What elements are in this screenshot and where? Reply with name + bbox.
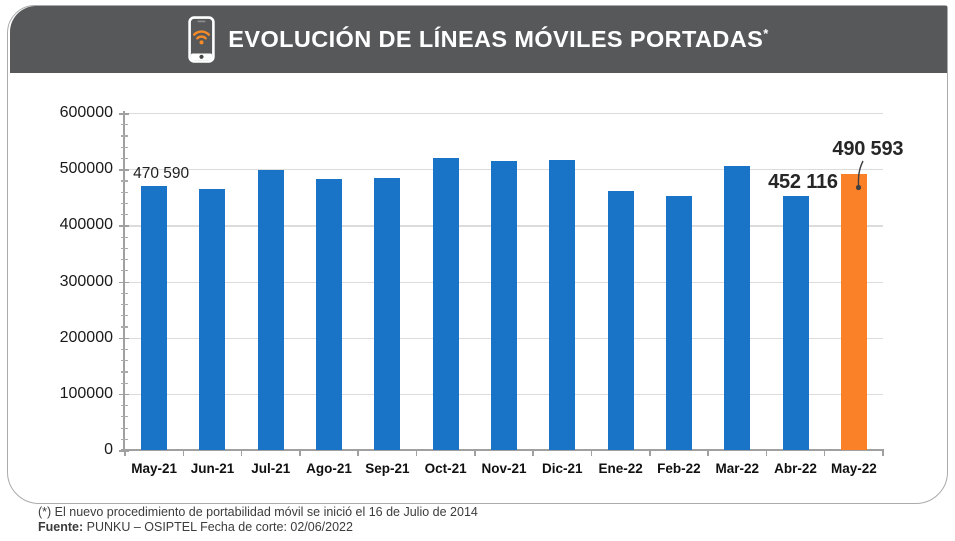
x-tick-1 [182,450,185,456]
y-major-tick-400000 [119,225,129,227]
x-axis-label-Feb-22: Feb-22 [657,461,701,476]
y-axis-label-100000: 100000 [59,384,113,402]
bar-Ago-21 [316,178,343,450]
bar-Oct-21 [432,157,459,450]
y-minor-tick-20000 [120,438,128,440]
y-axis-label-600000: 600000 [59,104,113,121]
y-minor-tick-560000 [120,135,128,137]
bar-May-22 [840,174,867,450]
y-minor-tick-60000 [120,416,128,418]
y-major-tick-200000 [119,337,129,340]
x-tick-11 [765,450,768,456]
x-tick-5 [415,450,418,456]
y-minor-tick-580000 [120,124,128,126]
y-minor-tick-220000 [120,326,128,328]
x-axis-label-Dic-21: Dic-21 [542,461,583,476]
bar-Mar-22 [724,165,751,450]
x-tick-13 [882,450,884,456]
source-text: PUNKU – OSIPTEL Fecha de corte: 02/06/20… [83,520,353,534]
x-tick-6 [474,450,476,456]
x-tick-2 [240,450,243,456]
y-axis-label-400000: 400000 [59,216,113,234]
bar-Ene-22 [607,191,634,450]
bar-Dic-21 [549,160,576,450]
y-minor-tick-80000 [120,405,128,407]
y-minor-tick-480000 [120,180,128,182]
y-minor-tick-260000 [120,303,128,306]
x-tick-7 [532,450,534,456]
x-axis-label-Oct-21: Oct-21 [424,461,467,476]
y-major-tick-500000 [119,169,129,171]
source-label: Fuente: [38,520,84,534]
bar-Jun-21 [199,189,226,450]
y-axis-label-0: 0 [104,441,113,458]
y-axis-label-500000: 500000 [59,160,113,178]
x-axis-label-May-22: May-22 [830,461,877,476]
bar-May-21 [141,185,168,450]
y-axis-label-200000: 200000 [59,328,113,346]
x-axis-label-Ago-21: Ago-21 [306,461,352,476]
y-minor-tick-240000 [120,315,128,317]
y-minor-tick-540000 [120,146,128,148]
x-axis-label-Abr-22: Abr-22 [774,461,817,476]
y-minor-tick-360000 [120,247,128,249]
y-minor-tick-320000 [120,270,128,272]
y-major-tick-600000 [119,113,129,115]
x-axis-label-Jul-21: Jul-21 [251,461,291,476]
bar-Jul-21 [257,170,284,450]
x-tick-9 [649,450,651,456]
gridline-600000 [125,113,883,115]
y-minor-tick-520000 [120,157,128,160]
x-tick-0 [124,450,126,456]
x-axis-label-Nov-21: Nov-21 [481,461,527,476]
y-minor-tick-440000 [120,202,128,205]
chart-title: EVOLUCIÓN DE LÍNEAS MÓVILES PORTADAS* [228,26,769,52]
x-axis-label-Mar-22: Mar-22 [715,461,759,476]
y-minor-tick-380000 [120,236,128,238]
y-minor-tick-120000 [120,382,128,384]
y-axis-label-300000: 300000 [59,272,113,290]
callout-line-May-22 [852,160,870,199]
y-minor-tick-40000 [120,427,128,429]
chart-header: EVOLUCIÓN DE LÍNEAS MÓVILES PORTADAS* [10,6,947,73]
y-minor-tick-160000 [120,360,128,362]
footer: (*) El nuevo procedimiento de portabilid… [38,505,478,535]
y-minor-tick-420000 [120,214,128,216]
data-label-Abr-22: 452 116 [768,171,838,194]
x-axis-label-Ene-22: Ene-22 [598,461,643,476]
source-line: Fuente: PUNKU – OSIPTEL Fecha de corte: … [38,520,478,535]
data-label-May-22: 490 593 [832,138,904,161]
smartphone-wifi-icon [188,16,215,63]
x-axis-label-Sep-21: Sep-21 [365,461,410,476]
footnote: (*) El nuevo procedimiento de portabilid… [38,505,478,519]
x-tick-10 [707,450,709,456]
y-minor-tick-180000 [120,348,128,351]
title-asterisk: * [763,26,769,41]
x-tick-12 [823,450,826,456]
x-axis-label-Jun-21: Jun-21 [190,461,235,476]
y-major-tick-300000 [119,281,129,284]
bar-Feb-22 [665,195,692,450]
bar-Nov-21 [491,161,517,450]
y-minor-tick-140000 [120,371,128,373]
y-minor-tick-460000 [120,191,128,193]
x-axis-line [121,449,884,451]
data-label-May-21: 470 590 [133,164,190,182]
bar-Abr-22 [782,196,809,450]
bar-Sep-21 [374,178,401,450]
x-tick-8 [590,450,593,456]
x-axis-label-May-21: May-21 [131,461,178,476]
x-tick-3 [299,450,301,456]
y-major-tick-100000 [119,393,129,396]
y-minor-tick-340000 [120,259,128,261]
x-tick-4 [357,450,359,456]
y-minor-tick-280000 [120,292,128,294]
